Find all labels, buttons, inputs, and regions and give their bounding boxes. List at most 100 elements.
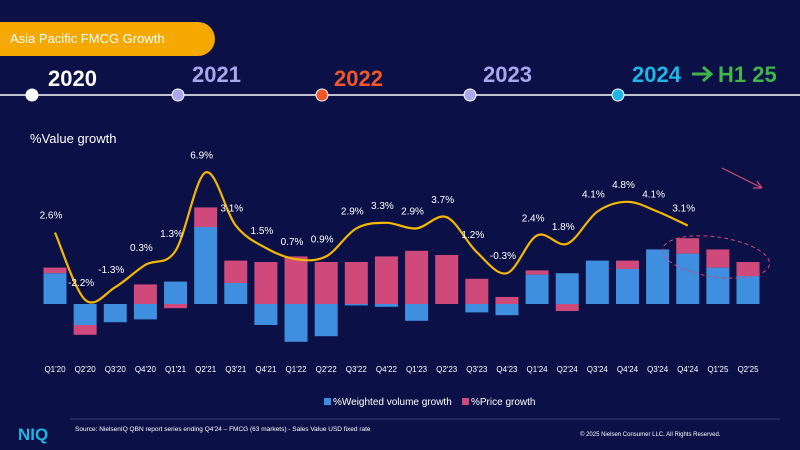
price-bar <box>194 207 218 227</box>
timeline-arrow <box>692 65 714 83</box>
value-label: 1.3% <box>160 229 183 240</box>
price-bar <box>73 325 97 335</box>
x-tick-label: Q1'23 <box>406 365 428 374</box>
x-tick-label: Q3'24 <box>647 365 669 374</box>
x-tick-label: Q2'21 <box>195 365 217 374</box>
price-bar <box>133 284 157 304</box>
price-bar <box>43 267 67 274</box>
line-group: 2.6% -2.2% -1.3% 0.3% 1.3% 6.9% 3.1% 1.5% 0.7% 0.… <box>40 150 695 304</box>
value-label: -2.2% <box>68 278 94 289</box>
x-tick-label: Q3'23 <box>466 365 488 374</box>
value-label: 1.5% <box>251 226 274 237</box>
x-tick-label: Q1'22 <box>285 365 307 374</box>
timeline-dot <box>171 88 185 102</box>
price-bar <box>405 250 429 304</box>
timeline-year: 2020 <box>48 66 97 91</box>
x-tick-label: Q4'23 <box>496 365 518 374</box>
volume-bar <box>43 273 67 304</box>
volume-bar <box>495 304 519 316</box>
price-bar <box>706 249 730 268</box>
volume-bar <box>254 304 278 325</box>
timeline-year: 2022 <box>334 66 383 91</box>
volume-bar <box>676 253 700 304</box>
timeline-dot <box>25 88 39 102</box>
value-label: 4.1% <box>642 190 665 201</box>
volume-bar <box>314 304 338 337</box>
trend-arrow <box>721 167 763 189</box>
slide-title: Asia Pacific FMCG Growth <box>10 31 165 46</box>
timeline-year-end: H1 25 <box>718 62 777 87</box>
price-bar <box>254 262 278 304</box>
price-bar <box>736 262 760 276</box>
price-bar <box>224 260 248 283</box>
x-tick-label: Q3'21 <box>225 365 247 374</box>
legend-label: %Price growth <box>471 397 535 408</box>
volume-bar <box>465 304 489 313</box>
logo: NIQ <box>18 425 48 444</box>
x-tick-label: Q3'20 <box>105 365 127 374</box>
volume-bar <box>224 283 248 304</box>
value-label: 0.3% <box>130 243 153 254</box>
value-label: 6.9% <box>190 150 213 161</box>
value-label: 3.3% <box>371 201 394 212</box>
legend-label: %Weighted volume growth <box>333 397 452 408</box>
price-bar <box>344 262 368 304</box>
volume-bar <box>405 304 429 321</box>
volume-bar <box>525 274 549 304</box>
value-label: 4.8% <box>612 180 635 191</box>
value-label: 3.1% <box>672 204 695 215</box>
timeline-year: 2021 <box>192 62 241 87</box>
x-tick-label: Q3'24 <box>587 365 609 374</box>
value-label: 1.2% <box>461 230 484 241</box>
price-bar <box>164 304 188 309</box>
price-bar <box>676 238 700 254</box>
value-label: 3.1% <box>220 204 243 215</box>
x-tick-label: Q4'22 <box>376 365 398 374</box>
x-tick-label: Q1'20 <box>44 365 66 374</box>
x-tick-label: Q4'24 <box>617 365 639 374</box>
x-tick-label: Q4'21 <box>255 365 277 374</box>
price-bar <box>435 255 459 304</box>
title-pill <box>0 22 215 56</box>
trend-arrowhead <box>753 180 763 189</box>
x-tick-label: Q1'24 <box>527 365 549 374</box>
timeline-dot <box>463 88 477 102</box>
x-tick-label: Q2'25 <box>737 365 759 374</box>
legend: %Weighted volume growth %Price growth <box>324 397 535 408</box>
value-label: -1.3% <box>98 265 124 276</box>
x-tick-label: Q2'20 <box>75 365 97 374</box>
value-label: 3.7% <box>431 195 454 206</box>
x-tick-label: Q2'23 <box>436 365 458 374</box>
x-tick-label: Q2'22 <box>316 365 338 374</box>
value-label: 2.6% <box>40 211 63 222</box>
volume-bar <box>736 276 760 304</box>
volume-bar <box>555 273 579 304</box>
x-tick-label: Q3'22 <box>346 365 368 374</box>
value-label: 2.9% <box>341 206 364 217</box>
price-bar <box>284 256 308 304</box>
copyright: © 2025 Nielsen Consumer LLC. All Rights … <box>580 431 721 438</box>
price-bar <box>615 260 639 269</box>
x-tick-label: Q1'21 <box>165 365 187 374</box>
x-tick-label: Q2'24 <box>557 365 579 374</box>
value-line <box>53 171 689 304</box>
value-label: 1.8% <box>552 222 575 233</box>
x-tick-label: Q4'20 <box>135 365 157 374</box>
price-bar <box>525 270 549 275</box>
value-label: 0.7% <box>281 237 304 248</box>
price-bar <box>495 297 519 304</box>
volume-bar <box>164 281 188 304</box>
highlight-ellipse <box>661 235 771 279</box>
timeline-year: 2024 <box>632 62 682 87</box>
price-bar <box>555 304 579 311</box>
value-label: 0.9% <box>311 234 334 245</box>
price-bar <box>374 256 398 304</box>
chart-title: %Value growth <box>30 131 116 146</box>
volume-bar <box>73 304 97 325</box>
volume-bar <box>585 260 609 304</box>
timeline-year: 2023 <box>483 62 532 87</box>
value-label: 2.9% <box>401 206 424 217</box>
volume-bar <box>646 249 670 304</box>
